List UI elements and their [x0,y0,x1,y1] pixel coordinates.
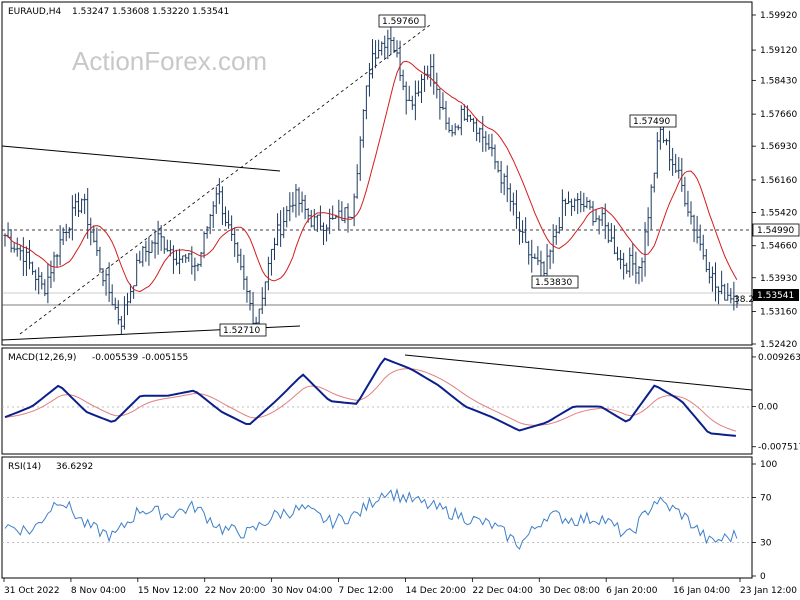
time-tick-label: 30 Nov 04:00 [272,586,333,596]
time-tick-label: 6 Jan 20:00 [606,586,658,596]
time-tick-label: 8 Nov 04:00 [71,586,126,596]
low-value: 1.53220 [152,7,189,17]
svg-text:1.52710: 1.52710 [223,326,260,336]
watermark: ActionForex.com [72,46,267,76]
macd-trendline [404,354,753,391]
price-axis: 1.59920 1.59120 1.58430 1.57660 1.56930 1.561… [752,11,797,350]
rsi-tick-label: 0 [760,572,766,582]
rsi-tick-label: 30 [760,538,772,548]
time-tick-label: 30 Dec 08:00 [539,586,600,596]
macd-axis: 0.009263 0.00 -0.007517 [752,353,800,453]
svg-text:1.59760: 1.59760 [382,17,419,27]
moving-average-line [4,60,738,293]
time-tick-label: 22 Dec 04:00 [472,586,533,596]
time-tick-label: 31 Oct 2022 [4,586,60,596]
rsi-tick-label: 100 [760,460,777,470]
price-tick-label: 1.53160 [760,308,797,318]
macd-title: MACD(12,26,9) [8,353,76,363]
time-tick-label: 7 Dec 12:00 [339,586,394,596]
price-bars [3,23,739,335]
rsi-line [4,487,738,550]
annotation-high: 1.59760 [378,14,426,28]
price-tick-label: 1.54660 [760,242,797,252]
price-tick-label: 1.52420 [760,340,797,350]
price-tick-label: 1.53930 [760,274,797,284]
rsi-axis: 100 70 30 0 [752,460,777,582]
time-tick-label: 23 Jan 12:00 [740,586,797,596]
macd-tick-label: 0.009263 [758,353,800,363]
current-price-tag [753,289,799,301]
time-tick-label: 15 Nov 12:00 [138,586,199,596]
dashed-level-tag [752,223,800,237]
close-value: 1.53541 [192,7,229,17]
macd-signal-value: -0.005155 [142,353,188,363]
symbol-label: EURAUD,H4 [8,7,61,17]
macd-tick-label: -0.007517 [758,443,800,453]
price-tick-label: 1.59920 [760,11,797,21]
price-tick-label: 1.55420 [760,208,797,218]
macd-value: -0.005539 [92,353,138,363]
annotation-low-2: 1.52710 [219,323,267,337]
rising-dashed-trendline [19,24,431,335]
time-tick-label: 22 Nov 20:00 [205,586,266,596]
rsi-title: RSI(14) [8,462,41,472]
rsi-panel [1,456,753,579]
high-value: 1.53608 [112,7,149,17]
price-tick-label: 1.56930 [760,142,797,152]
macd-panel [1,347,753,455]
price-tick-label: 1.59120 [760,46,797,56]
time-tick-label: 14 Dec 20:00 [405,586,466,596]
macd-line [4,357,736,437]
upper-trendline [1,145,281,172]
svg-text:1.57490: 1.57490 [633,117,670,127]
annotation-high-2: 1.57490 [629,114,677,128]
time-tick-label: 16 Jan 04:00 [673,586,730,596]
price-panel [1,1,753,346]
rsi-value: 36.6292 [56,462,93,472]
price-tick-label: 1.58430 [760,76,797,86]
price-tick-label: 1.56160 [760,176,797,186]
svg-text:1.53830: 1.53830 [535,278,572,288]
time-axis: 31 Oct 2022 8 Nov 04:00 15 Nov 12:00 22 Nov… [3,578,797,596]
price-tick-label: 1.57660 [760,110,797,120]
current-price-value: 1.53541 [757,291,794,301]
rsi-tick-label: 70 [760,494,772,504]
fib-label: 38.2 [734,295,754,305]
open-value: 1.53247 [72,7,109,17]
annotation-low: 1.53830 [531,275,579,289]
dashed-level-value: 1.54990 [757,226,794,236]
macd-tick-label: 0.00 [758,403,778,413]
macd-signal-line [4,368,737,432]
